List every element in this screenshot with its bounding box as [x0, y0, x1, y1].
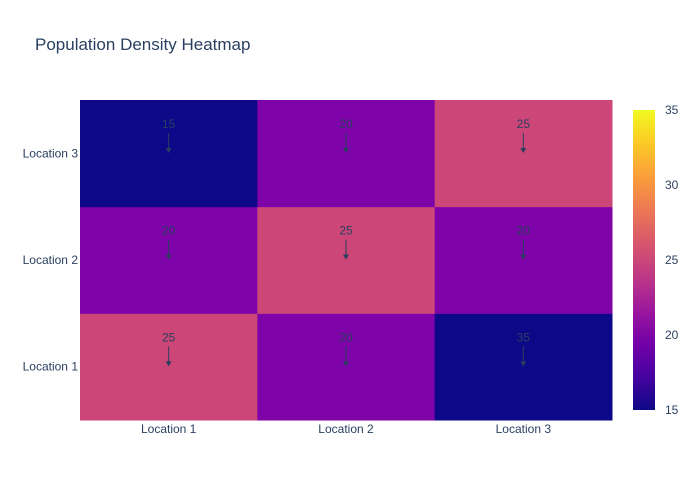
y-tick-label: Location 2	[23, 253, 79, 267]
annotation-arrow-head	[165, 148, 172, 153]
heatmap-cell	[80, 313, 258, 421]
annotation-arrow-head	[342, 254, 349, 260]
cell-annotation-label: 20	[339, 330, 353, 344]
colorbar-tick-label: 20	[665, 328, 679, 342]
x-tick-label: Location 3	[496, 422, 552, 436]
colorbar-tick-label: 15	[665, 403, 679, 417]
y-axis-ticks: Location 1 Location 2 Location 3	[23, 146, 79, 373]
y-tick-label: Location 1	[23, 360, 79, 374]
colorbar	[633, 110, 655, 410]
heatmap-cell	[434, 206, 613, 314]
y-tick-label: Location 3	[23, 146, 79, 160]
cell-annotation-label: 35	[517, 330, 531, 344]
x-tick-label: Location 1	[141, 422, 197, 436]
colorbar-tick-label: 30	[665, 178, 679, 192]
cell-annotation-label: 25	[162, 330, 176, 344]
chart-title: Population Density Heatmap	[35, 35, 250, 54]
heatmap-cell	[434, 313, 613, 421]
cell-annotation-label: 25	[339, 224, 353, 238]
colorbar-ticks: 15 20 25 30 35	[665, 103, 679, 417]
cell-annotation-label: 20	[162, 224, 176, 238]
annotation-arrow-head	[165, 361, 172, 367]
annotation-arrow-head	[520, 254, 527, 260]
heatmap-cell	[80, 206, 258, 314]
annotation-arrow-head	[342, 361, 349, 367]
cell-annotation-label: 20	[517, 224, 531, 238]
cell-annotation-label: 15	[162, 117, 176, 131]
annotation-arrow-head	[342, 148, 349, 153]
heatmap-cell	[434, 100, 613, 208]
heatmap-annotations: 25 20 35 20 25 20 15 20 25	[162, 117, 531, 367]
annotation-arrow-head	[520, 148, 527, 153]
heatmap-cell	[257, 100, 436, 208]
colorbar-tick-label: 35	[665, 103, 679, 117]
cell-annotation-label: 25	[517, 117, 531, 131]
heatmap-cell	[80, 100, 258, 208]
cell-annotation-label: 20	[339, 117, 353, 131]
annotation-arrow-head	[165, 254, 172, 260]
x-tick-label: Location 2	[318, 422, 374, 436]
colorbar-tick-label: 25	[665, 253, 679, 267]
heatmap-cells	[80, 100, 613, 421]
heatmap-cell	[257, 313, 436, 421]
heatmap-cell	[257, 206, 436, 314]
x-axis-ticks: Location 1 Location 2 Location 3	[141, 422, 551, 436]
annotation-arrow-head	[520, 361, 527, 367]
